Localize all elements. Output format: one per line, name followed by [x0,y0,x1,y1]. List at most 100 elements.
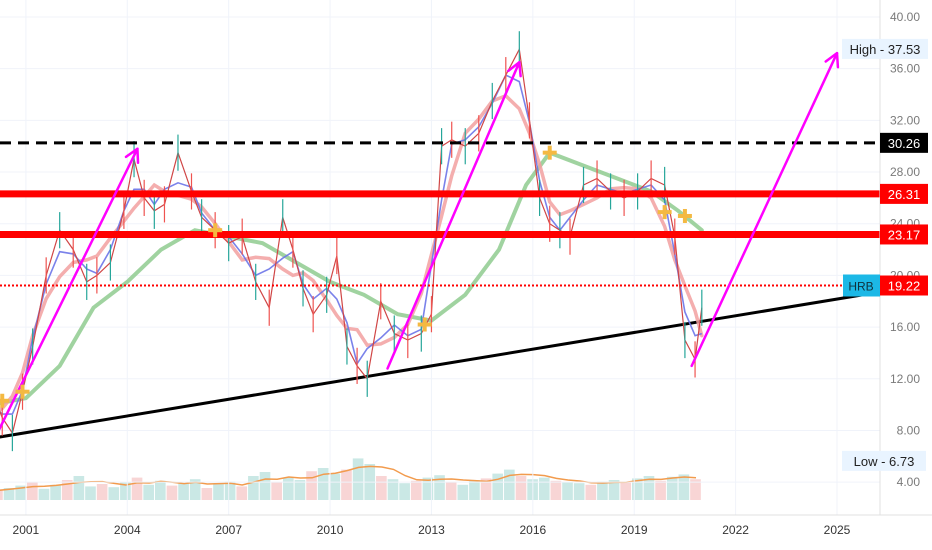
volume-bar [189,479,201,500]
price-level-label-box [880,132,928,153]
cross-marker [0,393,10,408]
volume-bar [538,477,550,500]
volume-bar [85,486,96,500]
grid [0,0,880,515]
cross-marker [417,317,432,332]
high-label: High - 37.53 [850,42,921,57]
volume-bar [27,482,38,500]
volume-bar [259,472,271,500]
volume-bar [201,488,213,500]
price-level-label: 19.22 [888,278,921,293]
volume-bar [131,477,143,500]
time-axis-tick-label: 2019 [621,523,648,537]
horizontal-levels [0,141,880,287]
low-label-box [842,450,926,471]
price-level-label: 30.26 [888,136,921,151]
cross-marker [15,384,30,399]
price-axis-tick-label: 36.00 [890,62,920,76]
symbol-tag-box [843,274,880,297]
volume-bar [515,476,527,500]
volume-bar [352,458,364,500]
long-moving-average-line [0,150,704,406]
projection-arrow-head [124,147,140,165]
volume-bar [469,480,480,500]
volume-bar [38,488,50,500]
volume-bar [504,469,515,500]
cross-marker-bar-h [15,389,30,394]
cross-marker [657,205,672,220]
volume-bar [678,474,690,500]
cross-marker [677,208,692,223]
volume-bar [434,475,445,500]
cross-marker-bar-h [208,228,223,233]
volume-bar [282,477,294,500]
volume-bar [399,483,410,500]
volume-bar [445,482,457,500]
volume-bar [376,476,387,500]
projection-arrow-shaft [386,60,521,370]
volume-bar [166,485,178,500]
volume-bar [108,487,120,500]
volume-bar [387,479,399,500]
cross-marker-bar-h [542,150,557,155]
volume-bar [608,480,620,500]
projection-arrow-shaft [690,51,839,368]
volume-bar [50,484,61,500]
time-axis-tick-label: 2013 [418,523,445,537]
cross-marker-bar-h [657,210,672,215]
time-axis-tick-label: 2025 [824,523,851,537]
volume-bar [492,473,504,500]
volume-bar [573,483,585,500]
volume-bar [597,481,608,500]
volume-bar [422,477,434,500]
cross-marker-bar-h [417,322,432,327]
price-axis-tick-label: 32.00 [890,113,920,127]
volume-bar [550,480,562,500]
high-label-box [842,38,928,59]
projection-arrow-head [824,51,840,69]
time-axis[interactable]: 2001 2004 2007 2010 2013 2016 2019 2022 2025 [13,523,851,537]
volume-bars [0,458,701,500]
volume-bar [562,482,573,500]
symbol-tag: HRB [848,279,873,293]
price-axis-tick-label: 8.00 [897,423,921,437]
volume-bar [690,479,701,500]
volume-bar [341,469,352,500]
price-level-label-box [880,183,928,204]
support-trendline [0,292,872,439]
price-axis-tick-label: 4.00 [897,475,921,489]
cross-marker [542,145,557,160]
time-axis-tick-label: 2007 [215,523,242,537]
time-axis-tick-label: 2001 [13,523,40,537]
volume-bar [329,473,341,500]
volume-bar [317,468,329,500]
time-axis-tick-label: 2022 [722,523,749,537]
volume-bar [643,476,655,500]
volume-bar [61,480,73,500]
volume-bar [271,482,282,500]
volume-bar [178,483,189,500]
price-axis[interactable]: 4.008.0012.0016.0020.0024.0028.0032.0036… [890,10,920,489]
projection-arrow-shaft [0,147,139,431]
volume-bar [632,478,643,500]
volume-bar [96,484,108,500]
volume-bar [236,486,248,500]
price-level-label-box [880,275,928,296]
trendline [0,292,872,439]
time-axis-tick-label: 2016 [519,523,546,537]
volume-bar [457,484,469,500]
volume-bar [154,480,166,500]
volume-bar [585,484,597,500]
price-level-label: 23.17 [888,227,921,242]
volume-bar [666,476,678,500]
price-level-label: 26.31 [888,187,921,202]
price-axis-tick-label: 40.00 [890,10,920,24]
low-label: Low - 6.73 [854,454,915,469]
volume-bar [0,490,3,500]
volume-bar [143,484,154,500]
cross-marker-bar-h [677,213,692,218]
price-axis-tick-label: 12.00 [890,372,920,386]
volume-bar [294,480,306,500]
projection-arrows [0,51,840,431]
